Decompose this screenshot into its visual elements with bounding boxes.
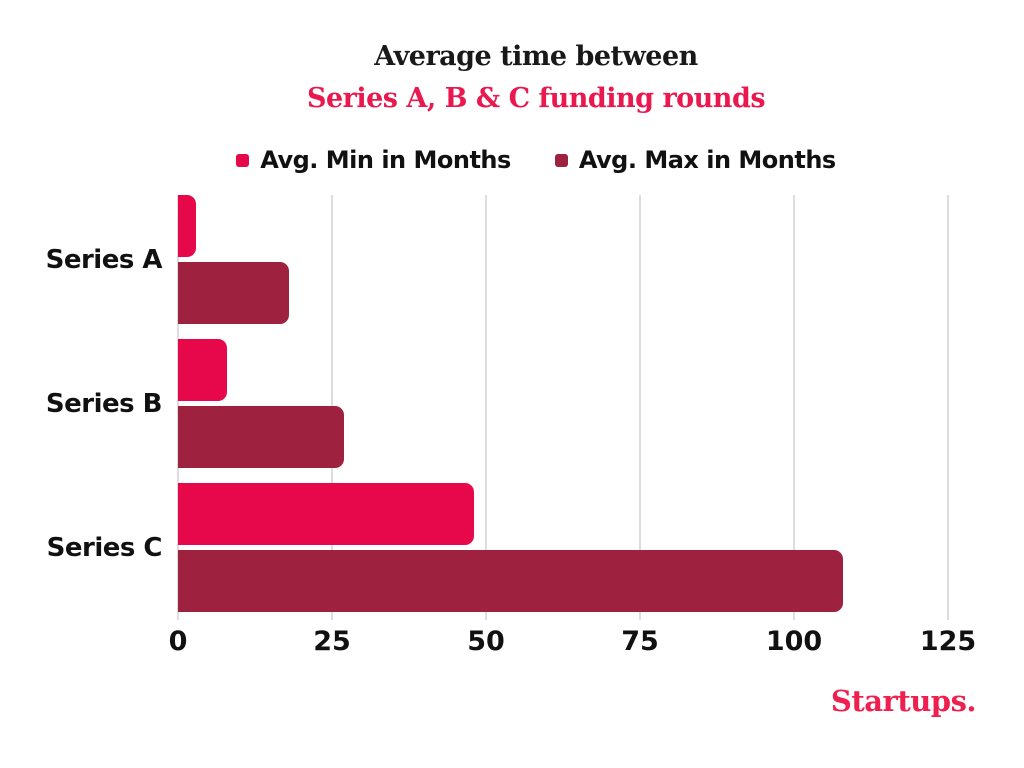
startups-logo: Startups. (830, 684, 977, 718)
chart-title: Average time between (374, 41, 698, 72)
gridline-50 (485, 195, 487, 620)
legend-label: Avg. Min in Months (260, 146, 511, 174)
gridline-125 (947, 195, 949, 620)
x-tick-0: 0 (168, 626, 188, 657)
gridline-100 (793, 195, 795, 620)
x-tick-25: 25 (313, 626, 351, 657)
plot-area (177, 195, 949, 620)
bar-series-b-min (178, 339, 228, 401)
legend-item-min: Avg. Min in Months (236, 146, 511, 174)
category-label-series-b: Series B (45, 388, 163, 419)
legend-marker-icon (236, 153, 250, 167)
x-tick-75: 75 (621, 626, 659, 657)
legend-marker-icon (554, 153, 568, 167)
category-label-series-c: Series C (46, 532, 163, 563)
x-tick-50: 50 (467, 626, 505, 657)
legend: Avg. Min in Months Avg. Max in Months (48, 146, 1024, 174)
bar-series-b-max (178, 406, 345, 468)
bar-series-a-min (178, 195, 197, 257)
bar-series-c-max (178, 550, 844, 612)
bar-series-a-max (178, 262, 289, 324)
chart-subtitle: Series A, B & C funding rounds (306, 83, 766, 114)
x-tick-125: 125 (919, 626, 977, 657)
gridline-75 (639, 195, 641, 620)
x-tick-100: 100 (765, 626, 823, 657)
legend-item-max: Avg. Max in Months (554, 146, 836, 174)
bar-series-c-min (178, 483, 474, 545)
legend-label: Avg. Max in Months (578, 146, 836, 174)
category-label-series-a: Series A (45, 244, 163, 275)
